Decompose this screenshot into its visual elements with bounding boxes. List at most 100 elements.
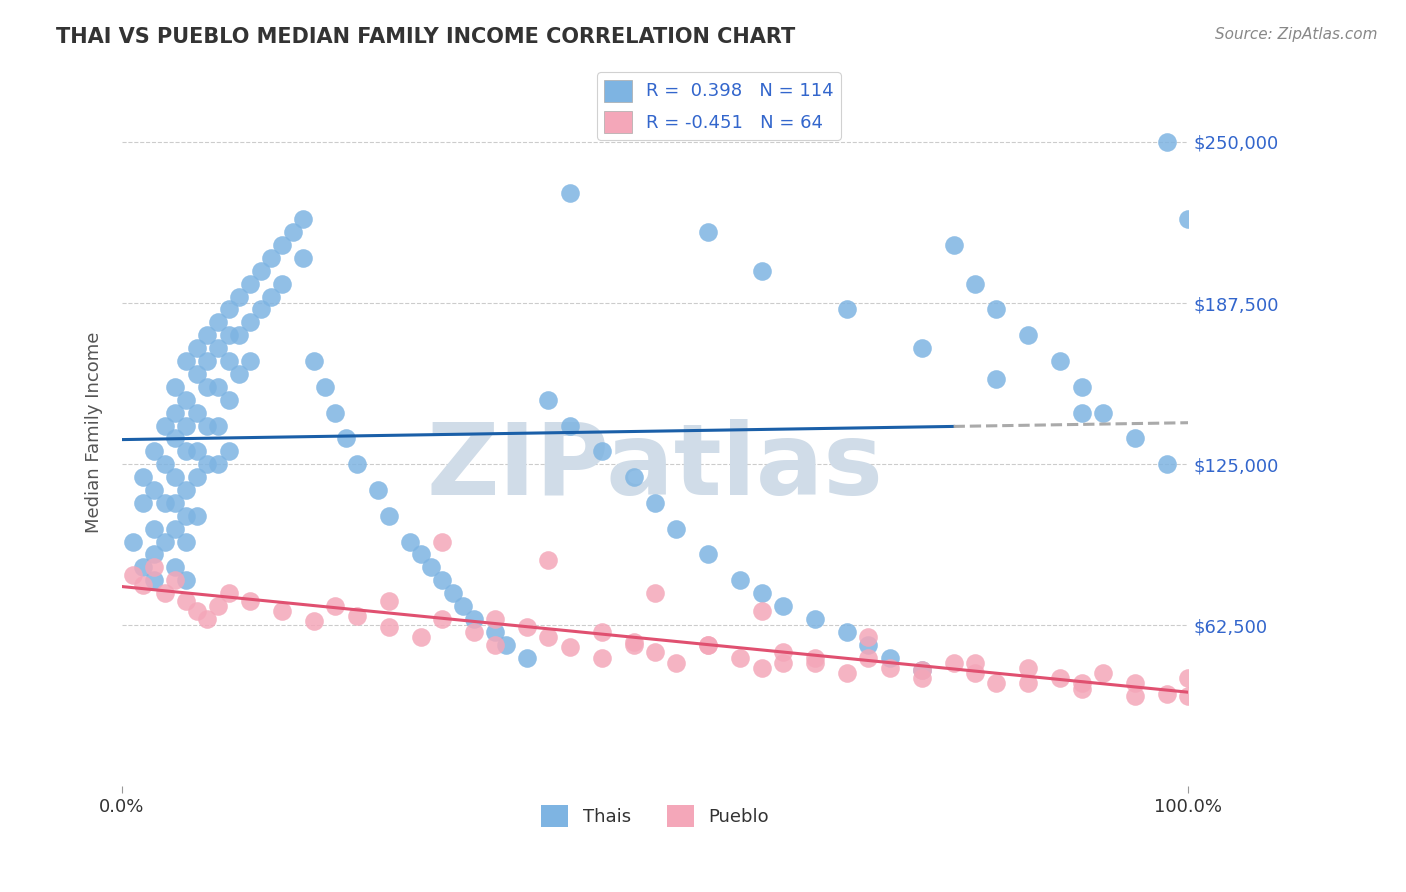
- Point: [697, 548, 720, 562]
- Point: [165, 522, 187, 536]
- Point: [772, 656, 794, 670]
- Point: [377, 594, 399, 608]
- Point: [697, 225, 720, 239]
- Point: [239, 594, 262, 608]
- Point: [153, 586, 176, 600]
- Point: [697, 638, 720, 652]
- Point: [314, 380, 336, 394]
- Point: [879, 650, 901, 665]
- Point: [186, 341, 208, 355]
- Point: [323, 599, 346, 613]
- Point: [228, 367, 250, 381]
- Point: [537, 392, 560, 407]
- Point: [1177, 671, 1199, 685]
- Point: [165, 406, 187, 420]
- Point: [1123, 431, 1146, 445]
- Point: [367, 483, 389, 497]
- Point: [858, 630, 880, 644]
- Point: [174, 534, 197, 549]
- Point: [910, 664, 932, 678]
- Point: [292, 251, 315, 265]
- Point: [772, 645, 794, 659]
- Point: [751, 604, 773, 618]
- Point: [420, 560, 443, 574]
- Point: [249, 302, 271, 317]
- Point: [302, 354, 325, 368]
- Point: [623, 638, 645, 652]
- Point: [271, 238, 294, 252]
- Point: [143, 560, 166, 574]
- Point: [644, 586, 666, 600]
- Point: [516, 650, 538, 665]
- Point: [409, 630, 432, 644]
- Point: [484, 612, 506, 626]
- Point: [218, 354, 240, 368]
- Point: [165, 573, 187, 587]
- Point: [430, 612, 453, 626]
- Point: [1070, 380, 1092, 394]
- Point: [207, 341, 229, 355]
- Point: [623, 635, 645, 649]
- Point: [271, 604, 294, 618]
- Point: [665, 522, 688, 536]
- Point: [644, 645, 666, 659]
- Point: [174, 392, 197, 407]
- Point: [186, 508, 208, 523]
- Point: [430, 534, 453, 549]
- Point: [165, 496, 187, 510]
- Point: [1177, 690, 1199, 704]
- Point: [558, 640, 581, 655]
- Point: [963, 666, 986, 681]
- Point: [174, 483, 197, 497]
- Point: [1156, 457, 1178, 471]
- Point: [121, 568, 143, 582]
- Point: [484, 624, 506, 639]
- Point: [132, 470, 155, 484]
- Point: [730, 650, 752, 665]
- Point: [963, 656, 986, 670]
- Point: [1091, 666, 1114, 681]
- Point: [835, 624, 858, 639]
- Point: [218, 392, 240, 407]
- Point: [218, 328, 240, 343]
- Point: [1049, 354, 1071, 368]
- Point: [430, 573, 453, 587]
- Point: [153, 457, 176, 471]
- Point: [195, 328, 218, 343]
- Point: [228, 290, 250, 304]
- Point: [143, 573, 166, 587]
- Point: [441, 586, 464, 600]
- Point: [858, 650, 880, 665]
- Text: THAI VS PUEBLO MEDIAN FAMILY INCOME CORRELATION CHART: THAI VS PUEBLO MEDIAN FAMILY INCOME CORR…: [56, 27, 796, 46]
- Point: [323, 406, 346, 420]
- Point: [132, 578, 155, 592]
- Point: [963, 277, 986, 291]
- Point: [174, 508, 197, 523]
- Point: [591, 650, 613, 665]
- Point: [165, 470, 187, 484]
- Text: Source: ZipAtlas.com: Source: ZipAtlas.com: [1215, 27, 1378, 42]
- Point: [153, 534, 176, 549]
- Point: [195, 612, 218, 626]
- Point: [751, 586, 773, 600]
- Point: [1017, 661, 1039, 675]
- Point: [165, 380, 187, 394]
- Point: [1070, 681, 1092, 696]
- Point: [644, 496, 666, 510]
- Point: [239, 354, 262, 368]
- Point: [1123, 690, 1146, 704]
- Point: [495, 638, 517, 652]
- Point: [174, 444, 197, 458]
- Point: [910, 341, 932, 355]
- Point: [207, 315, 229, 329]
- Point: [730, 573, 752, 587]
- Point: [302, 615, 325, 629]
- Point: [153, 496, 176, 510]
- Point: [623, 470, 645, 484]
- Point: [751, 264, 773, 278]
- Point: [174, 354, 197, 368]
- Point: [195, 457, 218, 471]
- Point: [804, 656, 827, 670]
- Point: [804, 612, 827, 626]
- Text: ZIPatlas: ZIPatlas: [426, 419, 883, 516]
